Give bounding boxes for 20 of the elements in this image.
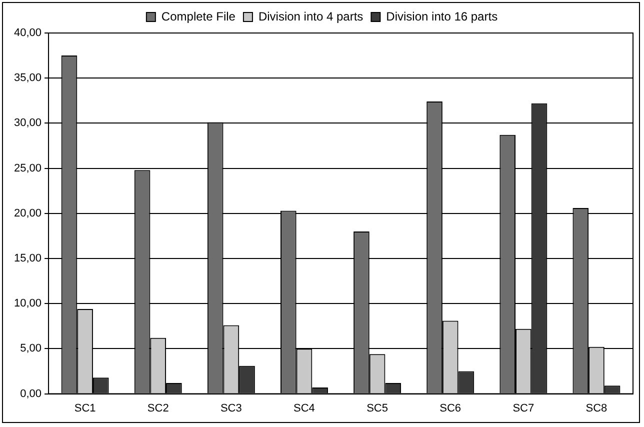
x-tick-label: SC7 (512, 402, 534, 414)
x-tick-label: SC4 (294, 402, 315, 414)
y-tick-label: 35,00 (14, 72, 42, 84)
x-tick-label: SC6 (440, 402, 462, 414)
y-tick-label: 20,00 (14, 207, 42, 220)
x-tick-label: SC5 (366, 402, 388, 414)
y-tick-label: 30,00 (14, 117, 42, 130)
y-tick-label: 0,00 (20, 388, 42, 400)
x-tick-label: SC1 (74, 402, 96, 414)
y-tick-label: 40,00 (14, 27, 42, 40)
legend-label: Division into 16 parts (386, 9, 498, 24)
x-tick-label: SC3 (220, 402, 242, 414)
y-tick-label: 10,00 (14, 298, 42, 310)
legend-label: Complete File (161, 9, 236, 24)
y-tick-label: 5,00 (20, 342, 42, 355)
legend-label: Division into 4 parts (258, 9, 364, 24)
x-tick-label: SC8 (586, 402, 608, 414)
x-tick-label: SC2 (147, 402, 169, 414)
y-tick-label: 15,00 (14, 252, 42, 265)
y-tick-label: 25,00 (14, 162, 42, 174)
